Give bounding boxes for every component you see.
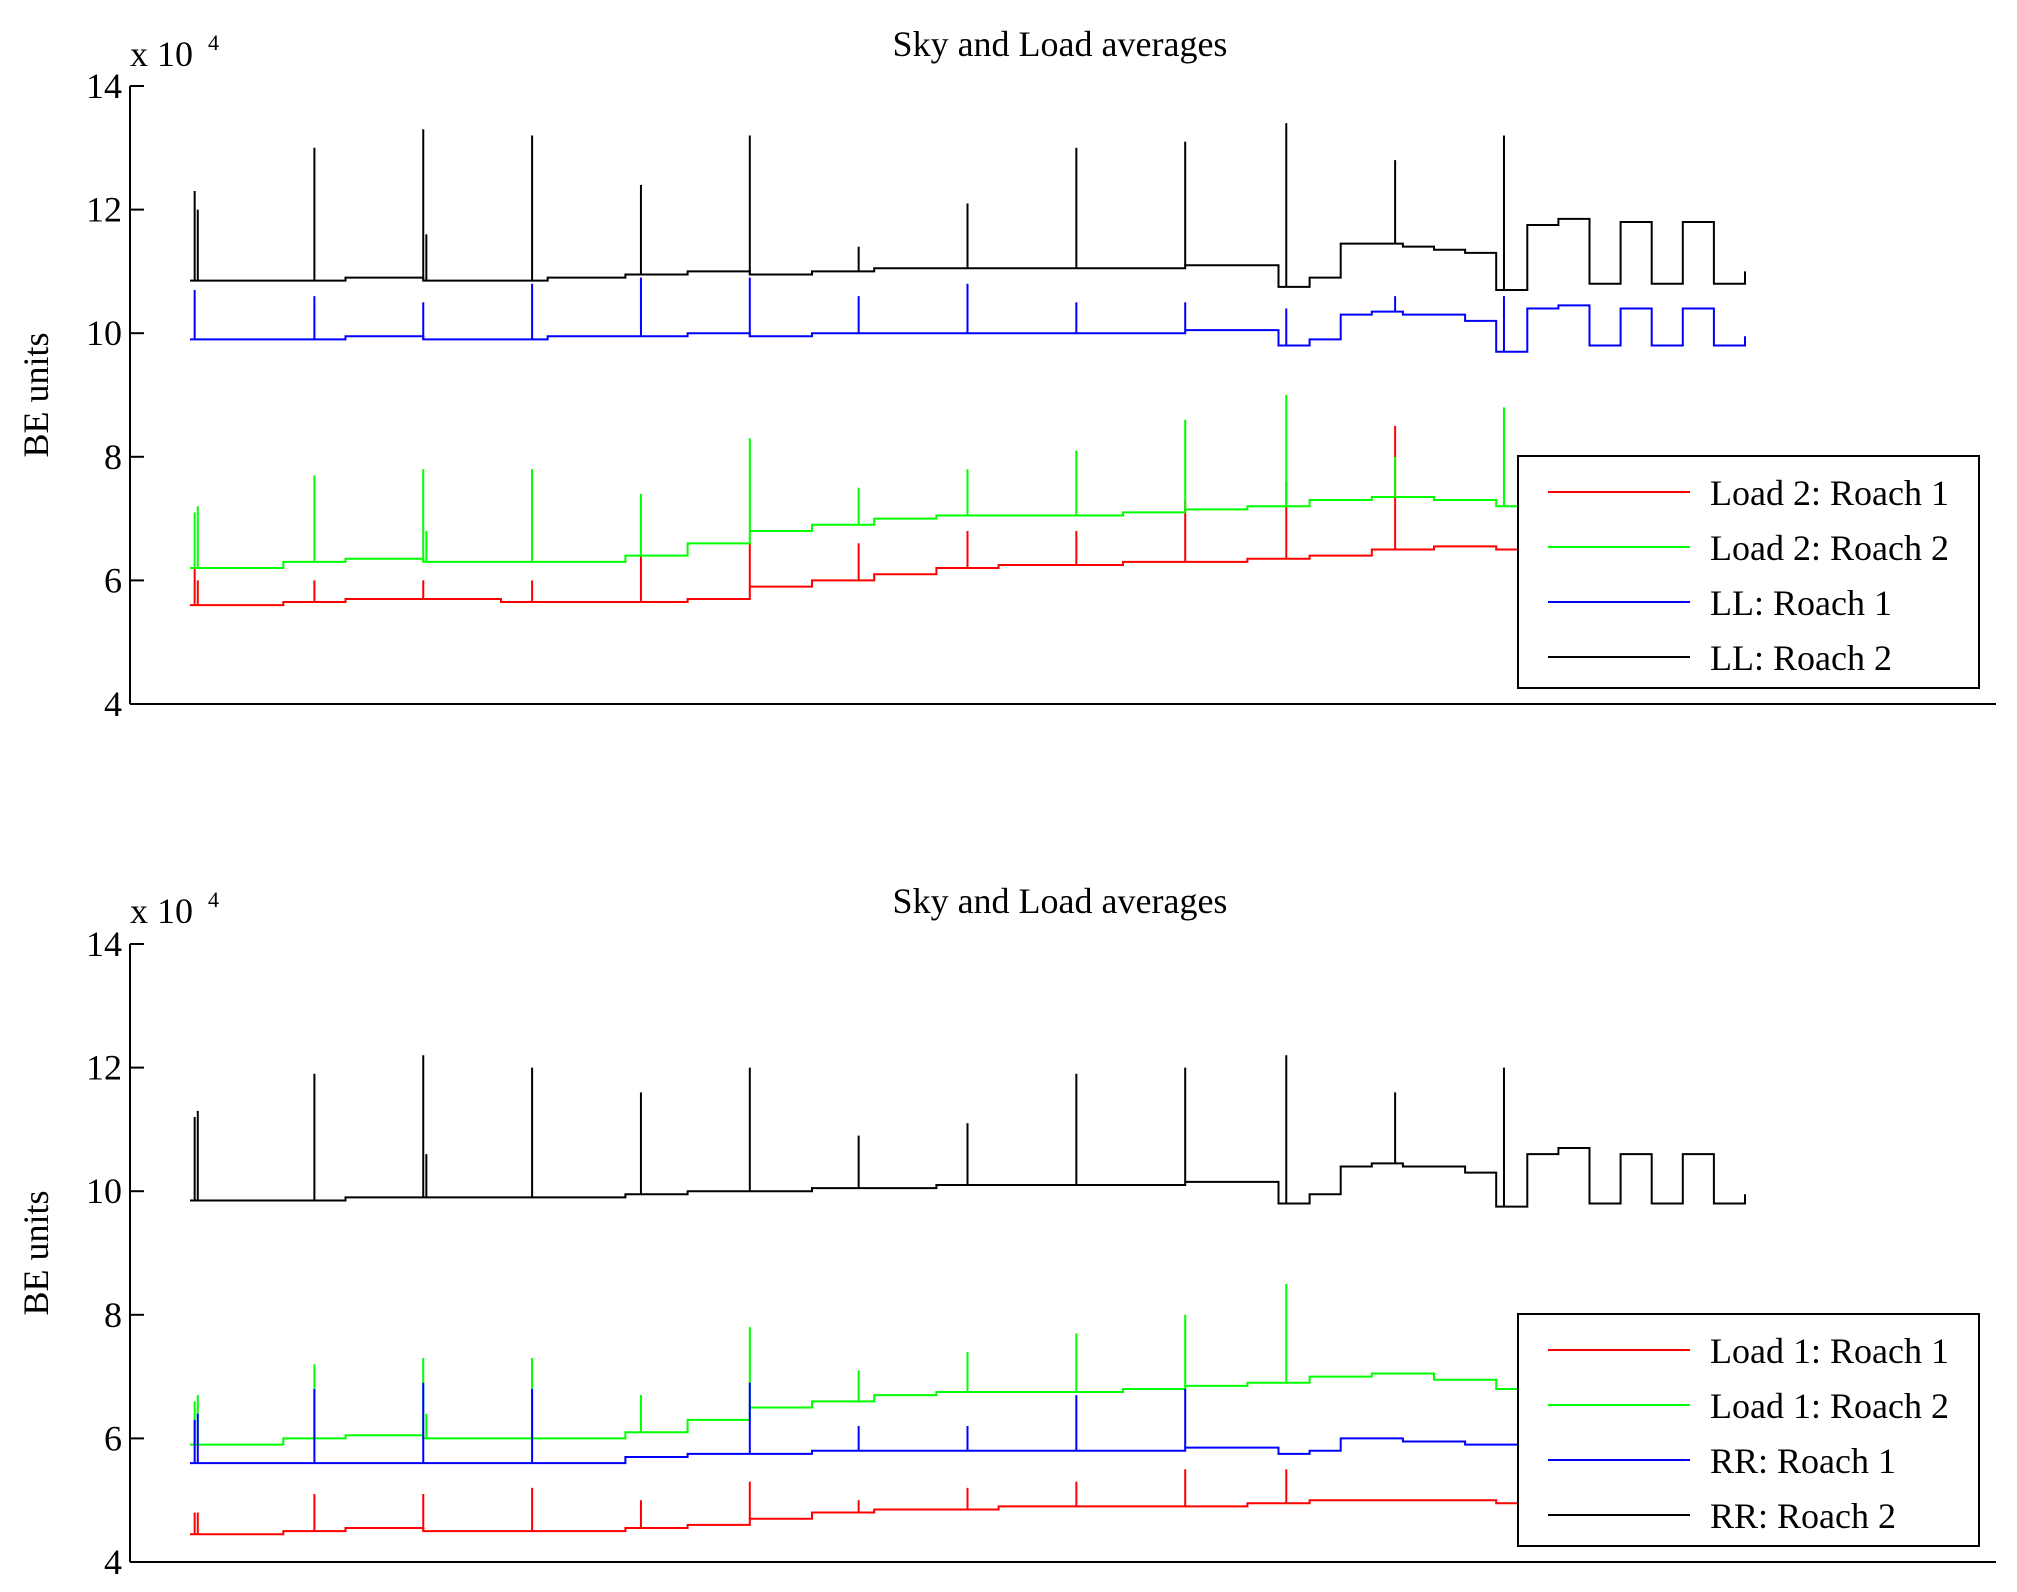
y-ticks: 4 6 8 10 12 14 [86,66,144,724]
legend-label: Load 2: Roach 1 [1710,473,1949,513]
y-axis-label: BE units [16,332,56,457]
series-1 [190,1469,1745,1536]
legend-entry: Load 2: Roach 2 [1548,528,1949,568]
legend-label: RR: Roach 2 [1710,1496,1896,1536]
series-line [190,1372,1745,1446]
y-ticks: 4 6 8 10 12 14 [86,924,144,1582]
y-tick-label: 8 [104,1295,122,1335]
y-exponent-base: x 10 [130,34,193,74]
y-exponent-base: x 10 [130,891,193,931]
y-tick-label: 12 [86,1048,122,1088]
y-tick-label: 14 [86,924,122,964]
series-line [190,304,1746,353]
y-tick-label: 12 [86,190,122,230]
y-exponent-power: 4 [208,887,219,912]
y-tick-label: 6 [104,560,122,600]
legend-entry: RR: Roach 1 [1548,1441,1896,1481]
chart-title: Sky and Load averages [893,881,1228,921]
legend-label: Load 1: Roach 1 [1710,1331,1949,1371]
y-tick-label: 4 [104,1542,122,1582]
legend-entry: LL: Roach 1 [1548,583,1892,623]
y-tick-label: 8 [104,437,122,477]
legend-label: Load 1: Roach 2 [1710,1386,1949,1426]
series-line [190,1146,1746,1208]
legend-label: LL: Roach 1 [1710,583,1892,623]
legend-entry: Load 2: Roach 1 [1548,473,1949,513]
legend-label: LL: Roach 2 [1710,638,1892,678]
legend: Load 1: Roach 1 Load 1: Roach 2 RR: Roac… [1517,1313,1980,1547]
plot-area [190,1055,1746,1536]
y-tick-label: 6 [104,1418,122,1458]
series-line [190,495,1745,570]
y-exponent-power: 4 [208,30,219,55]
legend-entry: Load 1: Roach 1 [1548,1331,1949,1371]
y-exponent-label: x 10 4 [130,30,219,74]
series-4 [190,1055,1746,1208]
series-3 [190,277,1746,353]
series-4 [190,123,1746,291]
plot-area [190,123,1746,607]
y-tick-label: 4 [104,684,122,724]
legend-label: RR: Roach 1 [1710,1441,1896,1481]
chart-bottom: Sky and Load averages x 10 4 BE units 4 6… [16,881,1996,1582]
y-tick-label: 10 [86,1171,122,1211]
legend-box [1517,455,1980,689]
chart-title: Sky and Load averages [893,24,1228,64]
y-axis-label: BE units [16,1190,56,1315]
legend-entry: RR: Roach 2 [1548,1496,1896,1536]
y-exponent-label: x 10 4 [130,887,219,931]
y-tick-label: 14 [86,66,122,106]
legend-box [1517,1313,1980,1547]
legend: Load 2: Roach 1 Load 2: Roach 2 LL: Roac… [1517,455,1980,689]
legend-label: Load 2: Roach 2 [1710,528,1949,568]
series-2 [190,395,1745,570]
chart-top: Sky and Load averages x 10 4 BE units 4 6… [16,24,1996,724]
y-tick-label: 10 [86,313,122,353]
series-3 [190,1382,1745,1465]
series-line [190,217,1746,291]
legend-entry: Load 1: Roach 2 [1548,1386,1949,1426]
legend-entry: LL: Roach 2 [1548,638,1892,678]
